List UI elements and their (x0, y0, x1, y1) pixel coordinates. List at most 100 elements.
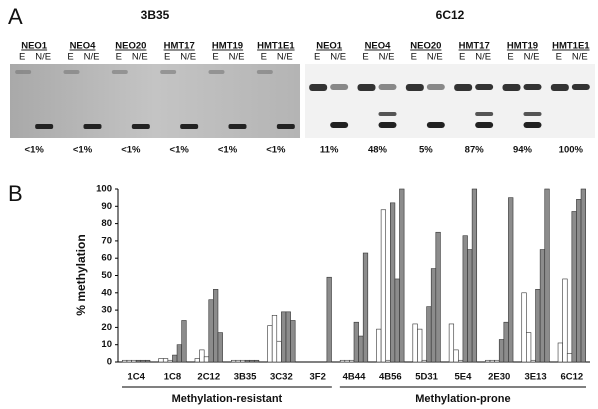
bar (504, 322, 509, 362)
bar (286, 312, 291, 362)
bar (122, 360, 127, 362)
y-tick-label: 40 (101, 287, 112, 298)
y-tick-label: 30 (101, 305, 112, 316)
bar (240, 360, 245, 362)
bar (558, 343, 563, 362)
bar (172, 355, 177, 362)
lane-sub: E (116, 52, 122, 63)
bar (345, 360, 350, 362)
gel-band (475, 112, 493, 116)
bar (395, 279, 400, 362)
percent-label: 100% (559, 145, 584, 156)
bar (141, 360, 146, 362)
y-tick-label: 70 (101, 235, 112, 246)
bar (449, 324, 454, 362)
gel-band (475, 84, 493, 90)
gel-band (358, 84, 376, 91)
gel-band (551, 84, 569, 91)
bar (495, 360, 500, 362)
bar (563, 279, 568, 362)
percent-label: <1% (266, 145, 286, 156)
bar (567, 353, 572, 362)
bar (400, 189, 405, 362)
lane-sub: E (164, 52, 170, 63)
gel-band (35, 124, 53, 129)
lane-label: NEO1 (21, 41, 48, 52)
lane-sub: N/E (524, 52, 540, 63)
x-tick-label: 3C32 (270, 372, 293, 383)
percent-label: 87% (465, 145, 485, 156)
lane-sub: E (411, 52, 417, 63)
bar (168, 360, 173, 362)
gel-band (503, 84, 521, 91)
bar (204, 357, 209, 362)
bar (363, 253, 368, 362)
lane-label: HMT1E1 (552, 41, 590, 52)
percent-label: <1% (73, 145, 93, 156)
gel-band (330, 84, 348, 90)
bar (436, 232, 441, 362)
gel-band (64, 70, 80, 74)
group-label: Methylation-prone (415, 393, 510, 405)
bar (427, 307, 432, 362)
bar (508, 198, 513, 362)
lane-label: NEO20 (410, 41, 441, 52)
gel-title: 6C12 (436, 8, 465, 22)
lane-sub: E (556, 52, 562, 63)
lane-sub: N/E (229, 52, 245, 63)
bar (490, 360, 495, 362)
figure: A B % methylation 3B35NEO1EN/E<1%NEO4EN/… (0, 0, 598, 409)
bar (468, 250, 473, 362)
bar (340, 360, 345, 362)
y-axis-label: % methylation (74, 234, 88, 315)
lane-sub: E (507, 52, 513, 63)
bar (349, 360, 354, 362)
percent-label: 94% (513, 145, 533, 156)
gel-title: 3B35 (141, 8, 170, 22)
gel-band (180, 124, 198, 129)
bar (195, 359, 200, 362)
bar (431, 269, 436, 362)
gel-band (427, 122, 445, 128)
bar (127, 360, 132, 362)
lane-sub: E (19, 52, 25, 63)
bar (526, 333, 531, 362)
bar (545, 189, 550, 362)
lane-sub: N/E (84, 52, 100, 63)
bar (209, 300, 214, 362)
bar (354, 322, 359, 362)
percent-label: 5% (419, 145, 433, 156)
bar (213, 289, 218, 362)
percent-label: <1% (218, 145, 238, 156)
lane-sub: N/E (427, 52, 443, 63)
x-tick-label: 1C8 (164, 372, 181, 383)
percent-label: <1% (25, 145, 45, 156)
bar (182, 320, 187, 362)
percent-label: 48% (368, 145, 388, 156)
bar (485, 360, 490, 362)
bar (177, 345, 182, 362)
lane-sub: N/E (35, 52, 51, 63)
bar (499, 340, 504, 362)
bar (236, 360, 241, 362)
gel-band (160, 70, 176, 74)
bar (458, 360, 463, 362)
gel-band (406, 84, 424, 91)
lane-label: NEO1 (316, 41, 343, 52)
lane-sub: N/E (379, 52, 395, 63)
gel-band (524, 112, 542, 116)
x-tick-label: 3E13 (524, 372, 546, 383)
lane-sub: E (67, 52, 73, 63)
lane-label: HMT19 (212, 41, 243, 52)
gel-band (330, 122, 348, 128)
gel-band (84, 124, 102, 129)
lane-sub: E (212, 52, 218, 63)
lane-sub: E (459, 52, 465, 63)
x-tick-label: 2E30 (488, 372, 510, 383)
lane-sub: E (362, 52, 368, 63)
bar (163, 359, 168, 362)
gel-band (427, 84, 445, 90)
gel-band (524, 122, 542, 128)
lane-label: NEO4 (365, 41, 392, 52)
bar (472, 189, 477, 362)
